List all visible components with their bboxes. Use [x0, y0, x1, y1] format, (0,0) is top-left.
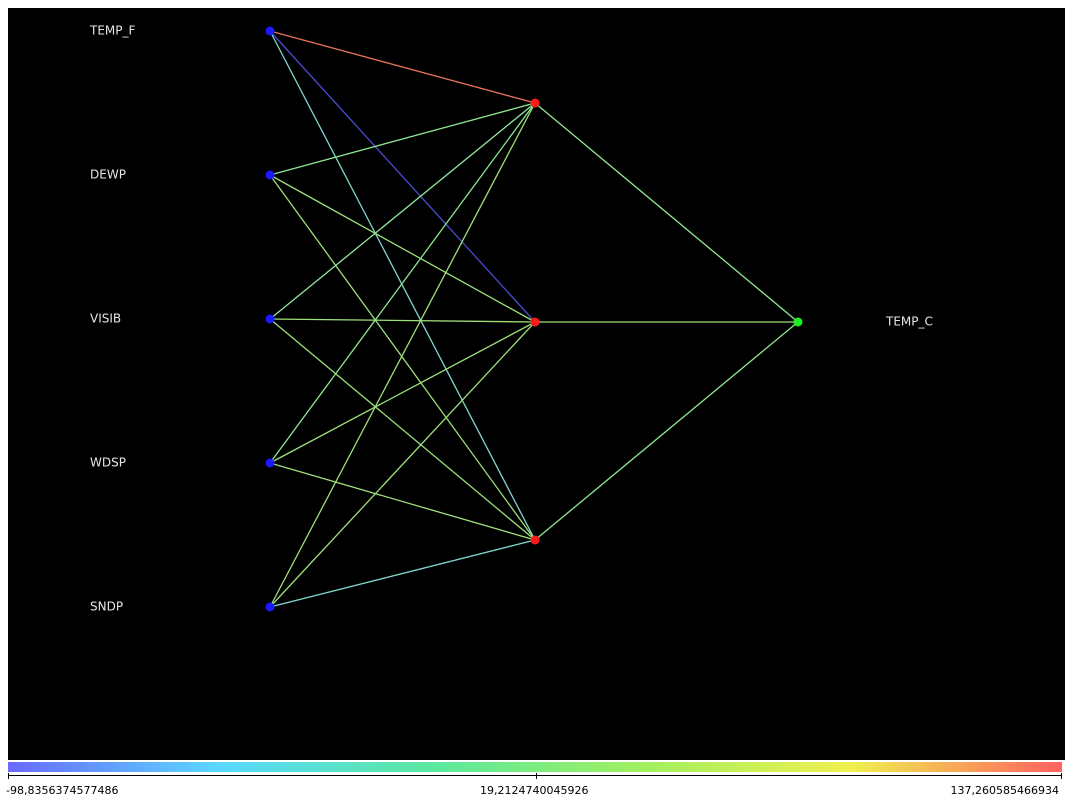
edge-input-0-hidden-1	[269, 30, 536, 323]
edge-input-2-hidden-2	[269, 318, 536, 541]
input-label-dewp: DEWP	[90, 168, 126, 182]
input-node-dewp	[265, 170, 275, 180]
scale-tick-mid	[536, 773, 537, 779]
edge-input-1-hidden-1	[269, 174, 536, 323]
scale-tick-max	[1061, 773, 1062, 779]
input-node-temp-f	[265, 26, 275, 36]
input-node-visib	[265, 314, 275, 324]
edge-input-1-hidden-0	[269, 102, 536, 176]
edges-layer	[269, 30, 799, 608]
edge-input-3-hidden-0	[269, 102, 536, 464]
edge-input-3-hidden-2	[269, 462, 536, 541]
input-node-sndp	[265, 602, 275, 612]
edge-input-4-hidden-1	[269, 321, 536, 608]
scale-tick-min	[8, 773, 9, 779]
nodes-layer	[265, 26, 803, 612]
output-node-temp-c	[793, 317, 803, 327]
edge-input-1-hidden-2	[269, 174, 536, 541]
scale-max-label: 137,260585466934	[950, 784, 1059, 797]
input-node-wdsp	[265, 458, 275, 468]
scale-min-label: -98,8356374577486	[6, 784, 119, 797]
top-margin-strip	[0, 0, 1065, 8]
output-label-temp-c: TEMP_C	[885, 315, 933, 329]
labels-layer: TEMP_F DEWP VISIB WDSP SNDP TEMP_C	[89, 24, 933, 614]
edge-input-4-hidden-2	[269, 539, 536, 608]
scale-mid-label: 19,2124740045926	[480, 784, 589, 797]
edge-hidden-2-output-0	[534, 321, 799, 541]
weight-color-scale	[8, 762, 1062, 772]
hidden-node-1	[530, 98, 540, 108]
edge-hidden-0-output-0	[534, 102, 799, 323]
edge-input-2-hidden-1	[269, 318, 536, 323]
input-label-temp-f: TEMP_F	[89, 24, 136, 38]
color-scale-axis	[8, 775, 1062, 776]
network-canvas	[8, 8, 1065, 760]
input-label-visib: VISIB	[90, 312, 121, 326]
edge-input-0-hidden-2	[269, 30, 536, 541]
hidden-node-3	[530, 535, 540, 545]
edge-input-3-hidden-1	[269, 321, 536, 464]
edge-input-0-hidden-0	[269, 30, 536, 104]
edge-input-4-hidden-0	[269, 102, 536, 608]
input-label-sndp: SNDP	[90, 600, 123, 614]
edge-input-2-hidden-0	[269, 102, 536, 320]
input-label-wdsp: WDSP	[90, 456, 126, 470]
hidden-node-2	[530, 317, 540, 327]
